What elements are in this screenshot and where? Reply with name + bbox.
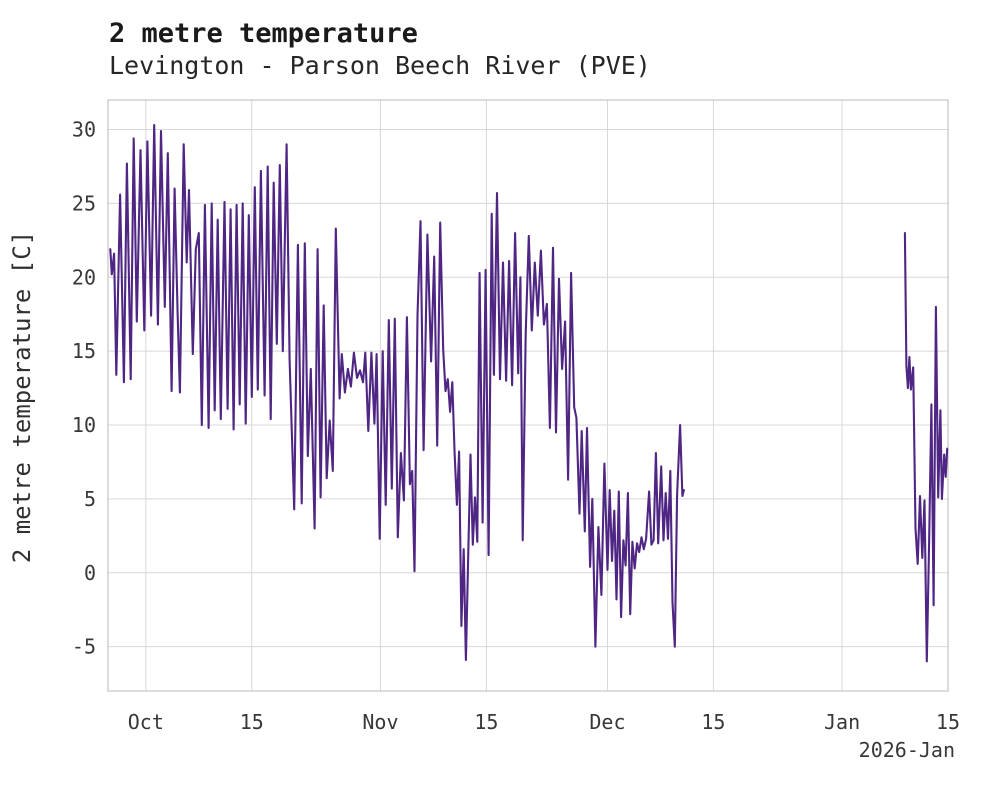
- x-tick-label: Oct: [128, 710, 164, 734]
- temperature-series-path: [903, 231, 949, 663]
- y-tick-label: 25: [72, 191, 96, 215]
- temperature-series-path: [109, 124, 685, 662]
- y-tick-label: 0: [84, 561, 96, 585]
- x-axis-tick-labels: Oct 15 Nov 15 Dec 15 Jan 15: [128, 710, 960, 734]
- x-tick-label: Jan: [824, 710, 860, 734]
- plot-border: [107, 99, 949, 692]
- y-tick-label: 5: [84, 487, 96, 511]
- y-tick-label: 20: [72, 265, 96, 289]
- y-axis-label: 2 metre temperature [C]: [8, 231, 36, 563]
- y-axis-tick-labels: 30 25 20 15 10 5 0 -5: [72, 118, 96, 659]
- x-tick-label: 15: [701, 710, 725, 734]
- x-axis-year-label: 2026-Jan: [859, 738, 955, 762]
- y-tick-label: 10: [72, 413, 96, 437]
- y-tick-label: -5: [72, 635, 96, 659]
- x-tick-label: Nov: [362, 710, 398, 734]
- x-tick-label: 15: [240, 710, 264, 734]
- x-tick-label: Dec: [589, 710, 625, 734]
- x-tick-label: 15: [936, 710, 960, 734]
- chart-title: 2 metre temperature: [109, 18, 418, 49]
- y-tick-label: 15: [72, 339, 96, 363]
- y-tick-label: 30: [72, 118, 96, 142]
- temperature-line: [109, 124, 949, 663]
- chart-subtitle: Levington - Parson Beech River (PVE): [109, 51, 651, 80]
- x-tick-label: 15: [474, 710, 498, 734]
